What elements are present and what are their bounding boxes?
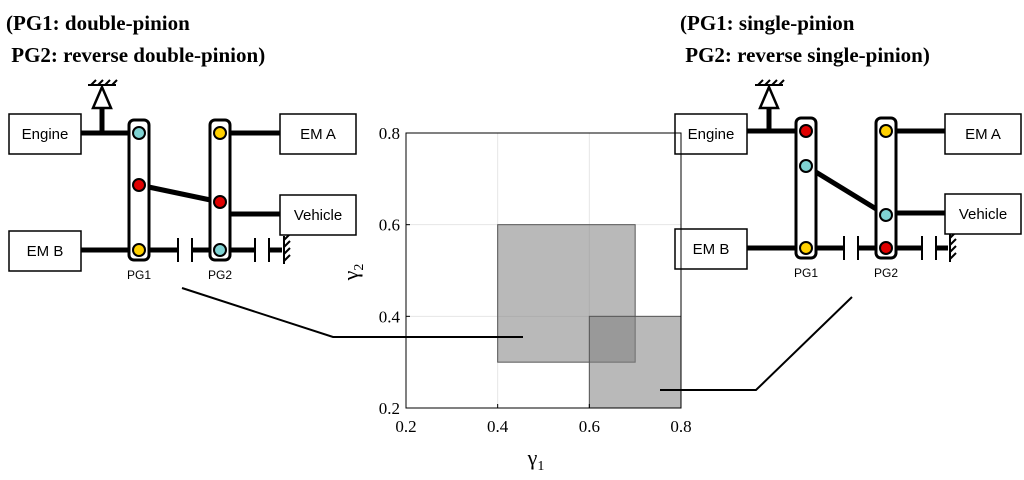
gamma-region-plot: 0.2 0.4 0.6 0.8 0.2 0.4 0.6 0.8 γ1 γ2 [338,124,692,474]
right-ema-label: EM A [965,126,1001,143]
right-pg2-mid-node [879,208,893,222]
left-pg1-label: PG1 [127,268,151,282]
right-pg1-mid-node [799,159,813,173]
right-pg2-top-node [879,124,893,138]
left-title-line2: PG2: reverse double-pinion) [6,43,265,67]
feasible-region-2 [588,315,682,409]
right-vehicle-label: Vehicle [959,206,1007,223]
x-tick-label: 0.6 [579,417,600,436]
left-vehicle-box [279,194,357,236]
right-engine-box [674,113,748,155]
right-brake [921,231,957,262]
left-ema-box [279,113,357,155]
left-ground-symbol [88,79,118,133]
right-emb-box [674,228,748,270]
right-clutch-1 [843,236,859,260]
left-pg2-top-node [213,126,227,140]
y-tick-label: 0.2 [379,399,400,418]
left-leader-line [181,287,523,338]
left-pg2-label: PG2 [208,268,232,282]
left-clutch-1 [177,238,193,262]
plot-frame [405,132,682,409]
right-engine-label: Engine [688,126,735,143]
right-lever-link [804,163,888,218]
y-tick-labels: 0.2 0.4 0.6 0.8 [379,124,410,418]
left-title-line1: (PG1: double-pinion [6,11,190,35]
right-configuration: (PG1: single-pinion PG2: reverse single-… [674,11,1022,280]
y-axis-label: γ2 [338,264,367,282]
plot-regions [497,224,682,409]
right-pg2-bottom-node [879,241,893,255]
left-engine-box [8,113,82,155]
right-emb-label: EM B [693,241,730,258]
right-pg2-lever [874,116,898,260]
left-vehicle-label: Vehicle [294,207,342,224]
y-tick-label: 0.8 [379,124,400,143]
right-ground-symbol [755,79,785,131]
right-pg1-label: PG1 [794,266,818,280]
left-pg1-top-node [132,126,146,140]
x-axis-label: γ1 [527,445,545,474]
right-pg1-bottom-node [799,241,813,255]
left-pg1-bottom-node [132,243,146,257]
right-ema-box [944,113,1022,155]
x-tick-label: 0.4 [487,417,509,436]
left-pg2-lever [208,118,232,262]
left-engine-label: Engine [22,126,69,143]
left-emb-box [8,230,82,272]
x-tick-labels: 0.2 0.4 0.6 0.8 [395,404,692,436]
right-leader-line [660,296,853,391]
x-tick-label: 0.2 [395,417,416,436]
left-emb-label: EM B [27,243,64,260]
right-title-line2: PG2: reverse single-pinion) [680,43,930,67]
right-pg1-lever [794,116,818,260]
right-pg2-label: PG2 [874,266,898,280]
right-vehicle-box [944,193,1022,235]
left-lever-link [138,182,221,205]
left-configuration: (PG1: double-pinion PG2: reverse double-… [6,11,357,282]
y-tick-label: 0.4 [379,307,401,326]
left-pg2-bottom-node [213,243,227,257]
right-title-line1: (PG1: single-pinion [680,11,855,35]
x-tick-label: 0.8 [670,417,691,436]
left-pg2-mid-node [213,195,227,209]
right-pg1-top-node [799,124,813,138]
left-ema-label: EM A [300,126,336,143]
y-tick-label: 0.6 [379,216,400,235]
left-brake [254,233,291,264]
left-pg1-mid-node [132,178,146,192]
